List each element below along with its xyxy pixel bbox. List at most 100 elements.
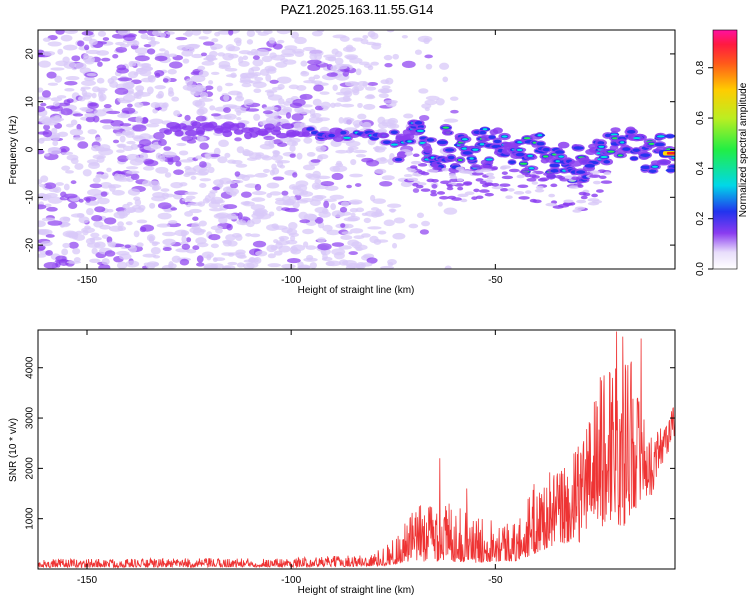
colorbar-gradient bbox=[712, 29, 738, 270]
spectrogram-noise-blob bbox=[284, 45, 298, 51]
spectrogram-noise-blob bbox=[252, 240, 267, 248]
spectrogram-noise-blob bbox=[78, 216, 90, 224]
spectrogram-noise-blob bbox=[142, 180, 152, 187]
tone-track-core bbox=[573, 146, 584, 150]
spectrogram-scatter-blob bbox=[591, 193, 598, 198]
spectrogram-noise-blob bbox=[84, 112, 96, 118]
spectrogram-noise-blob bbox=[117, 155, 129, 163]
spectrogram-noise-blob bbox=[330, 65, 337, 72]
spectrogram-noise-blob bbox=[252, 210, 259, 216]
spectrogram-noise-blob bbox=[148, 180, 160, 188]
tone-track-halo bbox=[281, 123, 294, 130]
tone-track-core bbox=[549, 163, 560, 168]
spectrogram-noise-blob bbox=[267, 253, 276, 259]
spectrogram-noise-blob bbox=[357, 113, 367, 120]
spectrogram-noise-blob bbox=[82, 229, 89, 236]
spectrogram-noise-blob bbox=[345, 265, 356, 269]
tone-track-core bbox=[542, 147, 551, 152]
spectrogram-noise-blob bbox=[239, 220, 247, 225]
tone-track-core bbox=[640, 153, 651, 157]
spectrogram-noise-blob bbox=[224, 152, 231, 158]
spectrogram-noise-blob bbox=[201, 60, 215, 66]
spectrogram-noise-blob bbox=[93, 109, 107, 117]
spectrogram-noise-blob bbox=[175, 160, 182, 167]
spectrogram-noise-blob bbox=[136, 63, 150, 67]
spectrogram-noise-blob bbox=[349, 228, 364, 234]
spectrogram-noise-blob bbox=[293, 122, 305, 130]
spectrogram-noise-blob bbox=[91, 247, 98, 255]
spectrogram-noise-blob bbox=[154, 55, 168, 62]
spectrogram-noise-blob bbox=[331, 48, 339, 55]
spectrogram-noise-blob bbox=[277, 98, 285, 105]
spectrogram-noise-blob bbox=[212, 199, 225, 204]
spectrogram-noise-blob bbox=[62, 242, 71, 249]
tone-track-core bbox=[437, 140, 448, 145]
spectrogram-noise-blob bbox=[357, 80, 369, 87]
tone-track-peak bbox=[407, 140, 412, 143]
spectrogram-noise-blob bbox=[198, 183, 207, 189]
spectrogram-noise-blob bbox=[378, 93, 389, 99]
spectrogram-scatter-blob bbox=[420, 171, 430, 176]
spectrogram-noise-blob bbox=[175, 36, 188, 41]
spectrogram-noise-blob bbox=[182, 58, 190, 64]
spectrogram-noise-blob bbox=[228, 30, 234, 36]
spectrogram-noise-blob bbox=[66, 98, 74, 104]
tone-track-peak bbox=[390, 143, 399, 146]
spectrogram-noise-blob bbox=[154, 85, 166, 90]
tone-track-peak bbox=[485, 158, 493, 161]
spectrogram-noise-blob bbox=[380, 265, 395, 269]
colorbar-tick-label: 0.4 bbox=[695, 161, 706, 175]
spectrogram-noise-blob bbox=[186, 237, 192, 243]
tone-track-halo bbox=[404, 133, 415, 140]
spectrogram-noise-blob bbox=[133, 230, 140, 238]
spectrogram-noise-blob bbox=[191, 222, 201, 230]
spectrogram-scatter-blob bbox=[519, 170, 529, 174]
spectrogram-scatter-blob bbox=[457, 193, 469, 198]
spectrogram-noise-blob bbox=[202, 41, 215, 46]
spectrogram-scatter-blob bbox=[407, 168, 417, 173]
spectrogram-noise-blob bbox=[55, 30, 65, 35]
spectrogram-noise-blob bbox=[271, 167, 280, 175]
spectrogram-noise-blob bbox=[360, 262, 373, 267]
spectrogram-noise-blob bbox=[450, 109, 459, 114]
y-tick-label: -10 bbox=[25, 190, 36, 205]
spectrogram-noise-blob bbox=[225, 187, 240, 196]
spectrogram-noise-blob bbox=[192, 216, 199, 221]
spectrogram-noise-blob bbox=[309, 108, 316, 116]
spectrogram-noise-blob bbox=[69, 30, 77, 33]
spectrogram-noise-blob bbox=[292, 98, 306, 107]
y-tick-label: -20 bbox=[25, 237, 36, 252]
spectrogram-noise-blob bbox=[47, 147, 62, 155]
spectrogram-noise-blob bbox=[329, 194, 345, 200]
spectrogram-scatter-blob bbox=[499, 183, 511, 187]
spectrogram-noise-blob bbox=[290, 246, 298, 254]
spectrogram-noise-blob bbox=[277, 39, 285, 44]
spectrogram-noise-blob bbox=[239, 72, 248, 79]
tone-track-peak bbox=[482, 128, 488, 131]
spectrogram-noise-blob bbox=[261, 155, 273, 161]
spectrogram-noise-blob bbox=[418, 114, 430, 121]
spectrogram-noise-blob bbox=[106, 110, 121, 115]
spectrogram-noise-blob bbox=[309, 199, 321, 206]
spectrogram-noise-blob bbox=[205, 85, 214, 91]
spectrogram-noise-blob bbox=[192, 245, 200, 251]
spectrogram-scatter-blob bbox=[464, 191, 475, 196]
spectrogram-noise-blob bbox=[235, 252, 246, 259]
spectrogram-noise-blob bbox=[342, 223, 354, 229]
spectrogram-noise-blob bbox=[125, 130, 135, 138]
spectrogram-scatter-blob bbox=[451, 197, 462, 201]
spectrogram-noise-blob bbox=[207, 166, 215, 174]
spectrogram-noise-blob bbox=[135, 95, 142, 100]
spectrogram-noise-blob bbox=[84, 58, 95, 65]
spectrogram-noise-blob bbox=[123, 34, 136, 42]
spectrogram-noise-blob bbox=[199, 142, 209, 150]
spectrogram-noise-blob bbox=[291, 31, 299, 39]
spectrogram-noise-blob bbox=[354, 183, 362, 187]
spectrogram-noise-blob bbox=[142, 166, 155, 171]
spectrogram-noise-blob bbox=[90, 232, 100, 238]
spectrogram-noise-blob bbox=[288, 222, 298, 230]
spectrogram-noise-blob bbox=[385, 77, 394, 85]
spectrogram-scatter-blob bbox=[577, 184, 584, 188]
tone-track-core bbox=[622, 147, 631, 151]
spectrogram-scatter-blob bbox=[501, 175, 514, 180]
